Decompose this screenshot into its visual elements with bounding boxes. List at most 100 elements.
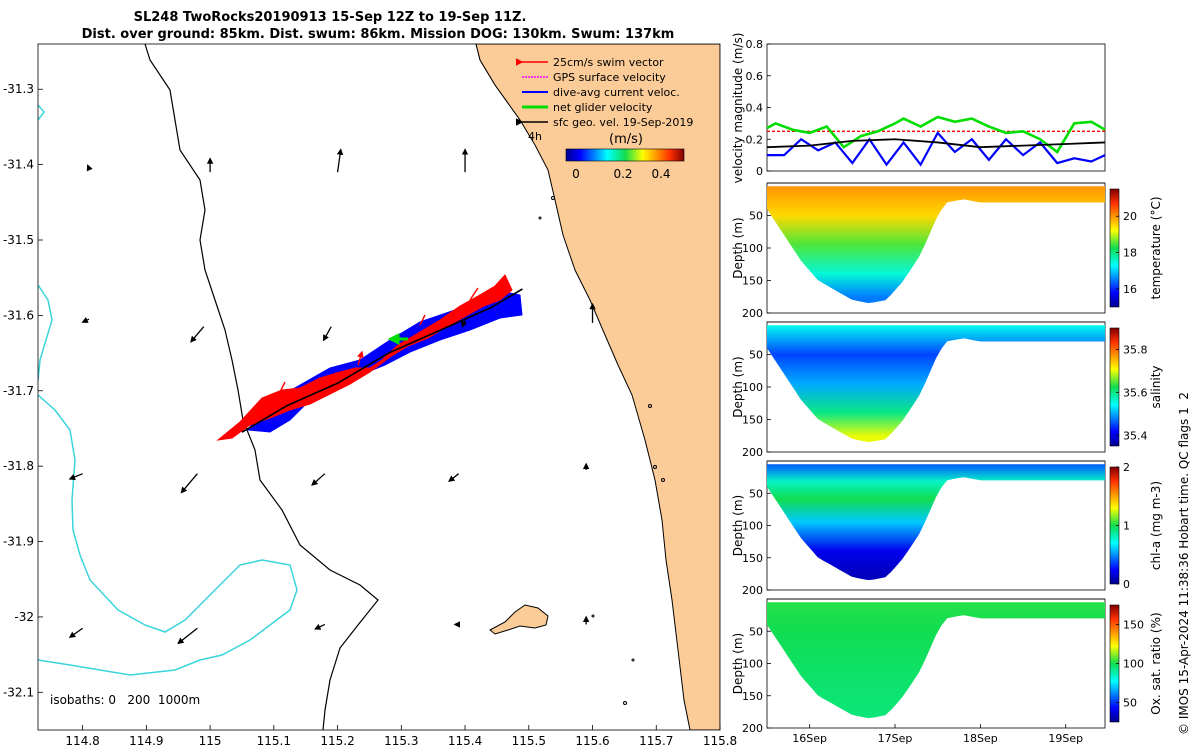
map-x-tick-label: 115.4 bbox=[448, 734, 482, 748]
geo-velocity-arrow bbox=[81, 317, 90, 323]
section-fill-oxygen bbox=[767, 602, 1105, 719]
geo-velocity-arrow bbox=[86, 164, 93, 172]
map-x-tick-label: 115.3 bbox=[384, 734, 418, 748]
section-colorbar bbox=[1109, 327, 1120, 447]
section-ylabel: Depth (m) bbox=[731, 633, 745, 694]
velocity-series-line bbox=[766, 115, 1106, 154]
map-colorbar-units: (m/s) bbox=[609, 132, 643, 147]
map-colorbar-tick-0: 0 bbox=[572, 167, 580, 181]
section-y-tick-label: 50 bbox=[749, 625, 763, 638]
geo-velocity-arrow bbox=[314, 623, 326, 630]
section-y-tick-label: 200 bbox=[742, 307, 763, 320]
colorbar-tick-label: 0 bbox=[1123, 578, 1130, 591]
legend-swim-vector: 25cm/s swim vector bbox=[553, 56, 664, 69]
map-colorbar bbox=[565, 148, 685, 162]
time-tick-label: 16Sep bbox=[792, 732, 827, 745]
geo-velocity-arrow bbox=[448, 473, 460, 483]
section-y-tick-label: 150 bbox=[742, 275, 763, 288]
map-x-tick-label: 115.1 bbox=[257, 734, 291, 748]
map-x-tick-label: 114.8 bbox=[65, 734, 99, 748]
glider-track bbox=[241, 288, 523, 433]
velocity-ylabel: velocity magnitude (m/s) bbox=[731, 33, 745, 184]
map-colorbar-tick-2: 0.4 bbox=[651, 167, 670, 181]
velocity-panel: 0 0.2 0.4 0.6 0.8 velocity magnitude (m/s) bbox=[731, 33, 1106, 184]
colorbar-tick-label: 1 bbox=[1123, 520, 1130, 533]
map-frame bbox=[37, 43, 721, 731]
island bbox=[489, 604, 549, 635]
velocity-y-tick-label: 0.6 bbox=[746, 70, 764, 83]
colorbar-tick-label: 35.4 bbox=[1123, 429, 1148, 442]
map-x-tick-label: 115.8 bbox=[703, 734, 737, 748]
section-y-tick-label: 50 bbox=[749, 349, 763, 362]
isobath-1000m bbox=[38, 104, 298, 676]
section-fill-chla bbox=[767, 464, 1105, 581]
map-y-tick-label: -31.3 bbox=[3, 82, 34, 96]
velocity-y-tick-label: 0 bbox=[756, 165, 763, 178]
map-y-tick-label: -32.1 bbox=[3, 685, 34, 699]
swim-vector-spikes bbox=[249, 287, 479, 421]
geo-velocity-arrow bbox=[68, 473, 83, 480]
map-x-tick-label: 115.2 bbox=[320, 734, 354, 748]
isobath-200m bbox=[144, 44, 379, 730]
map-y-tick-label: -31.8 bbox=[3, 459, 34, 473]
velocity-y-axis: 0 0.2 0.4 0.6 0.8 bbox=[746, 38, 771, 178]
map-y-tick-label: -31.5 bbox=[3, 233, 34, 247]
geo-velocity-arrow bbox=[336, 148, 344, 173]
colorbar-label: chl-a (mg m-3) bbox=[1149, 481, 1163, 570]
legend-dive-avg-current: dive-avg current veloc. bbox=[553, 86, 680, 99]
map-colorbar-tick-1: 0.2 bbox=[613, 167, 632, 181]
map-y-tick-label: -31.4 bbox=[3, 158, 34, 172]
velocity-series-line bbox=[767, 130, 1106, 167]
section-y-tick-label: 100 bbox=[742, 520, 763, 533]
map-panel: 114.8 114.9 115 115.1 115.2 115.3 115.4 115.5 11… bbox=[3, 43, 737, 748]
section-y-tick-label: 200 bbox=[742, 446, 763, 459]
geo-velocity-arrow bbox=[180, 473, 198, 494]
colorbar-tick-label: 100 bbox=[1123, 658, 1144, 671]
section-y-tick-label: 150 bbox=[742, 414, 763, 427]
geo-velocity-arrows bbox=[68, 148, 596, 645]
colorbar-label: Ox. sat. ratio (%) bbox=[1149, 612, 1163, 714]
velocity-frame bbox=[766, 43, 1106, 172]
section-ylabel: Depth (m) bbox=[731, 495, 745, 556]
section-colorbar bbox=[1109, 188, 1120, 308]
map-y-tick-label: -31.7 bbox=[3, 384, 34, 398]
time-axis: 16Sep 17Sep 18Sep 19Sep bbox=[792, 724, 1083, 745]
figure-title-line1: SL248 TwoRocks20190913 15-Sep 12Z to 19-… bbox=[134, 10, 527, 25]
colorbar-tick-label: 150 bbox=[1123, 619, 1144, 632]
small-islets bbox=[538, 196, 665, 705]
time-marker-label: 4h bbox=[528, 130, 542, 143]
geo-velocity-arrow bbox=[461, 318, 468, 328]
section-ylabel: Depth (m) bbox=[731, 356, 745, 417]
colorbar-tick-label: 20 bbox=[1123, 210, 1137, 223]
section-y-tick-label: 100 bbox=[742, 242, 763, 255]
geo-velocity-arrow bbox=[177, 627, 198, 645]
map-x-tick-label: 115.5 bbox=[512, 734, 546, 748]
section-fill-salinity bbox=[767, 325, 1105, 443]
legend-net-glider-velocity: net glider velocity bbox=[553, 101, 653, 114]
colorbar-tick-label: 50 bbox=[1123, 697, 1137, 710]
map-y-tick-label: -31.9 bbox=[3, 535, 34, 549]
velocity-y-tick-label: 0.4 bbox=[746, 102, 764, 115]
section-fill-temperature bbox=[767, 186, 1105, 304]
colorbar-tick-label: 2 bbox=[1123, 461, 1130, 474]
colorbar-tick-label: 35.8 bbox=[1123, 343, 1148, 356]
map-y-tick-label: -31.6 bbox=[3, 308, 34, 322]
section-ylabel: Depth (m) bbox=[731, 217, 745, 278]
colorbar-label: salinity bbox=[1149, 365, 1163, 408]
section-y-tick-label: 100 bbox=[742, 381, 763, 394]
map-x-tick-label: 115.6 bbox=[575, 734, 609, 748]
velocity-series-line bbox=[766, 138, 1106, 149]
isobaths-label: isobaths: 0 200 1000m bbox=[50, 693, 200, 707]
section-panel-temperature: 50 100 150 200 Depth (m) 16 18 20 temperature (°… bbox=[731, 182, 1163, 320]
swim-vector-swath bbox=[216, 274, 513, 441]
credit-text: © IMOS 15-Apr-2024 11:38:36 Hobart time.… bbox=[1177, 392, 1191, 735]
land-mass bbox=[475, 44, 720, 730]
geo-velocity-arrow bbox=[68, 627, 83, 639]
map-y-tick-label: -32 bbox=[14, 610, 34, 624]
legend-sfc-geo-velocity: sfc geo. vel. 19-Sep-2019 bbox=[553, 116, 693, 129]
map-x-tick-label: 114.9 bbox=[129, 734, 163, 748]
map-legend: 25cm/s swim vector GPS surface velocity … bbox=[516, 56, 693, 181]
section-y-tick-label: 200 bbox=[742, 722, 763, 735]
section-y-tick-label: 200 bbox=[742, 584, 763, 597]
